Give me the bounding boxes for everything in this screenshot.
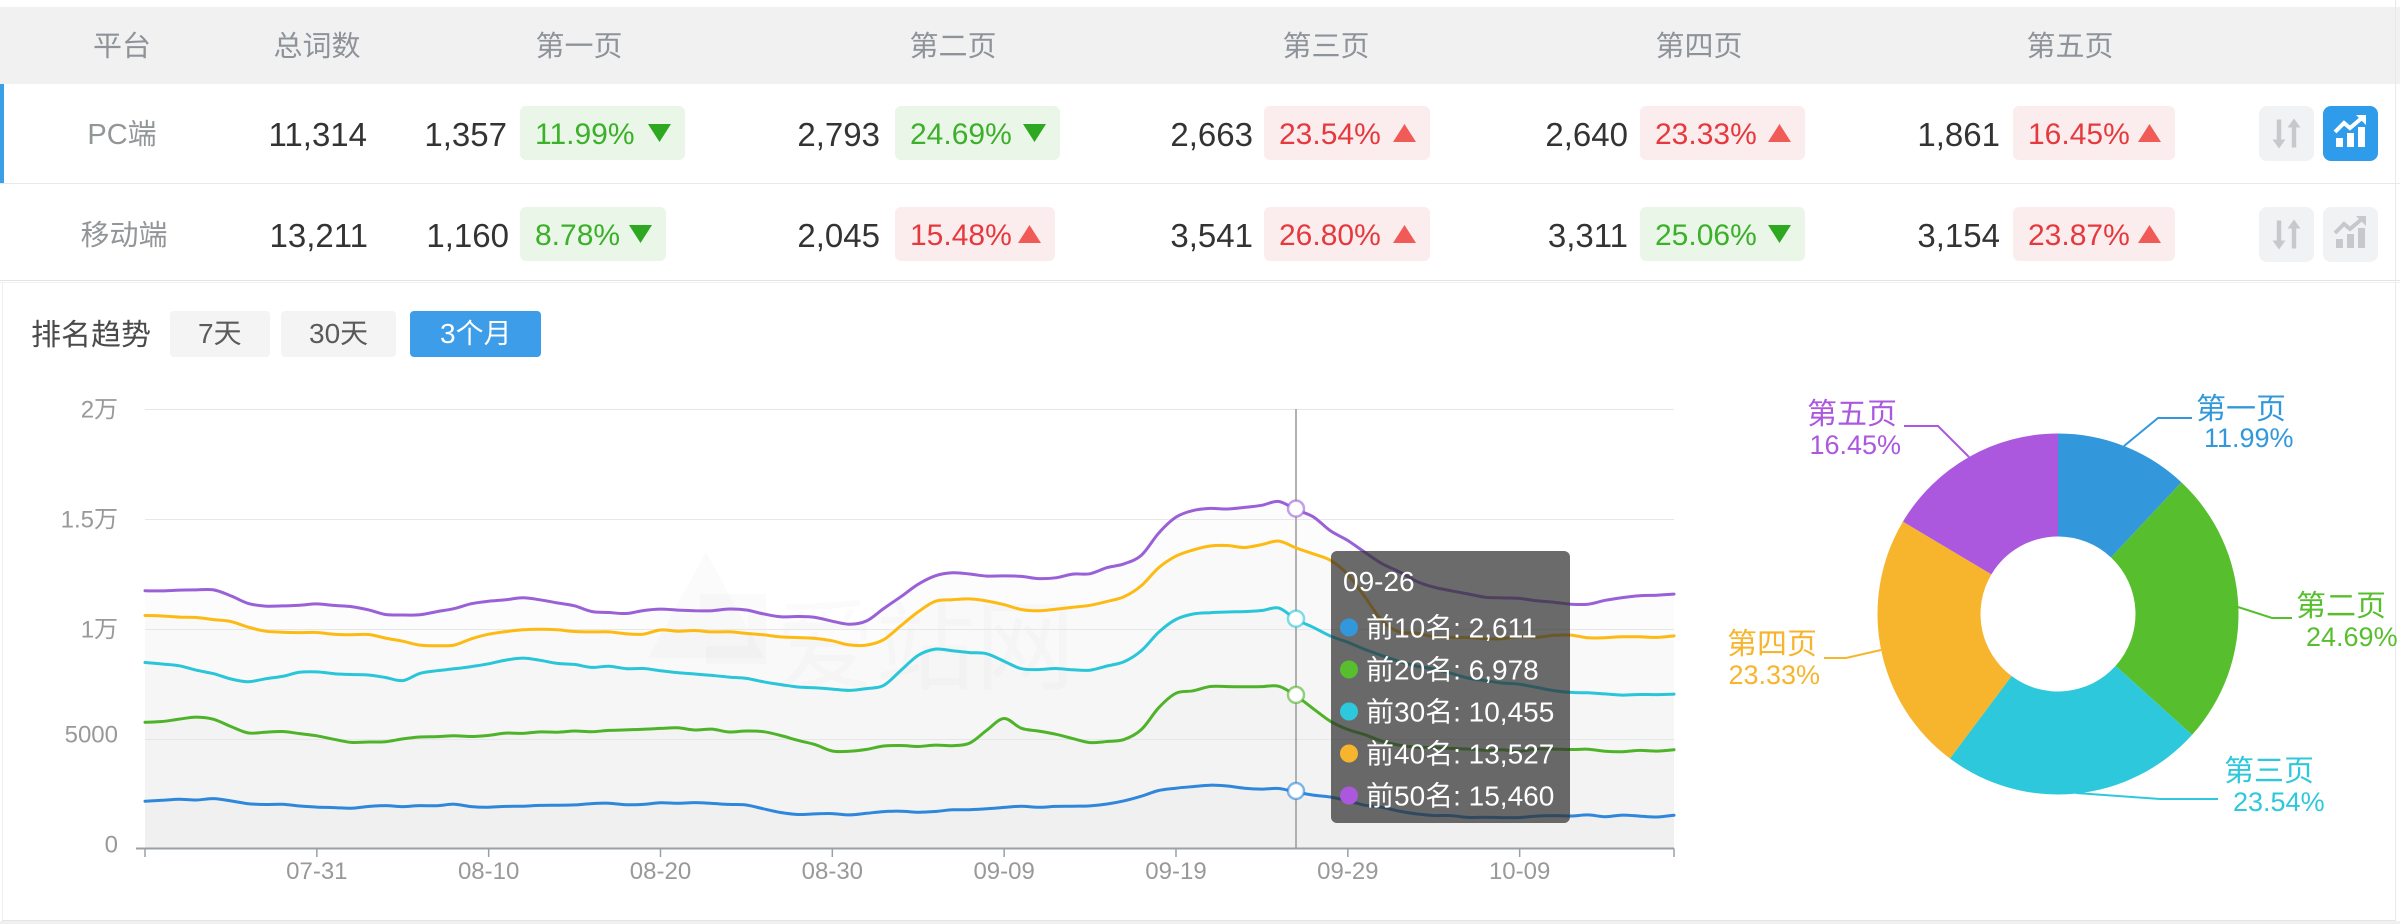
svg-text:11,314: 11,314 xyxy=(269,116,367,153)
svg-text:: 10,455: : 10,455 xyxy=(1453,697,1554,728)
svg-text:07-31: 07-31 xyxy=(286,858,347,885)
svg-text:1.5: 1.5 xyxy=(61,506,94,533)
svg-text:: 13,527: : 13,527 xyxy=(1453,739,1554,770)
svg-text:5000: 5000 xyxy=(65,722,118,749)
svg-text:1,861: 1,861 xyxy=(1917,116,2000,153)
svg-text:24.69%: 24.69% xyxy=(910,118,1012,151)
svg-text:10-09: 10-09 xyxy=(1489,858,1550,885)
svg-text:26.80%: 26.80% xyxy=(1279,219,1381,252)
svg-text:1,160: 1,160 xyxy=(426,217,509,254)
svg-text:: 2,611: : 2,611 xyxy=(1453,613,1537,644)
svg-text:50: 50 xyxy=(1394,781,1425,812)
svg-text:09-26: 09-26 xyxy=(1343,566,1415,597)
svg-text:0: 0 xyxy=(105,832,118,859)
svg-text:: 6,978: : 6,978 xyxy=(1453,655,1539,686)
svg-text:3,541: 3,541 xyxy=(1170,217,1253,254)
svg-text:2,045: 2,045 xyxy=(797,217,880,254)
svg-text:11.99%: 11.99% xyxy=(2204,423,2294,453)
svg-text:25.06%: 25.06% xyxy=(1655,219,1757,252)
svg-text:: 15,460: : 15,460 xyxy=(1453,781,1554,812)
svg-text:7: 7 xyxy=(198,318,214,349)
svg-text:09-29: 09-29 xyxy=(1317,858,1378,885)
svg-text:1,357: 1,357 xyxy=(424,116,507,153)
svg-text:3: 3 xyxy=(440,318,456,349)
svg-text:2,663: 2,663 xyxy=(1170,116,1253,153)
svg-text:15.48%: 15.48% xyxy=(910,219,1012,252)
svg-text:3,311: 3,311 xyxy=(1548,217,1628,254)
svg-text:23.87%: 23.87% xyxy=(2028,219,2130,252)
svg-text:1: 1 xyxy=(81,616,94,643)
svg-text:23.54%: 23.54% xyxy=(1279,118,1381,151)
svg-text:8.78%: 8.78% xyxy=(535,219,620,252)
svg-text:08-10: 08-10 xyxy=(458,858,519,885)
svg-text:09-09: 09-09 xyxy=(973,858,1034,885)
svg-text:2: 2 xyxy=(81,397,94,424)
svg-text:2,793: 2,793 xyxy=(797,116,880,153)
svg-text:08-30: 08-30 xyxy=(802,858,863,885)
svg-text:40: 40 xyxy=(1394,739,1425,770)
svg-text:16.45%: 16.45% xyxy=(1809,430,1901,460)
svg-text:23.33%: 23.33% xyxy=(1728,660,1820,690)
svg-text:13,211: 13,211 xyxy=(270,217,368,254)
svg-text:3,154: 3,154 xyxy=(1917,217,2000,254)
svg-text:PC: PC xyxy=(87,119,127,151)
svg-text:23.33%: 23.33% xyxy=(1655,118,1757,151)
svg-text:20: 20 xyxy=(1394,655,1425,686)
svg-text:16.45%: 16.45% xyxy=(2028,118,2130,151)
svg-text:10: 10 xyxy=(1394,613,1425,644)
svg-text:09-19: 09-19 xyxy=(1145,858,1206,885)
svg-text:30: 30 xyxy=(1394,697,1425,728)
svg-text:08-20: 08-20 xyxy=(630,858,691,885)
svg-text:30: 30 xyxy=(309,318,340,349)
svg-text:23.54%: 23.54% xyxy=(2233,787,2325,817)
svg-text:24.69%: 24.69% xyxy=(2306,622,2398,652)
svg-text:2,640: 2,640 xyxy=(1545,116,1628,153)
svg-text:11.99%: 11.99% xyxy=(535,118,635,151)
